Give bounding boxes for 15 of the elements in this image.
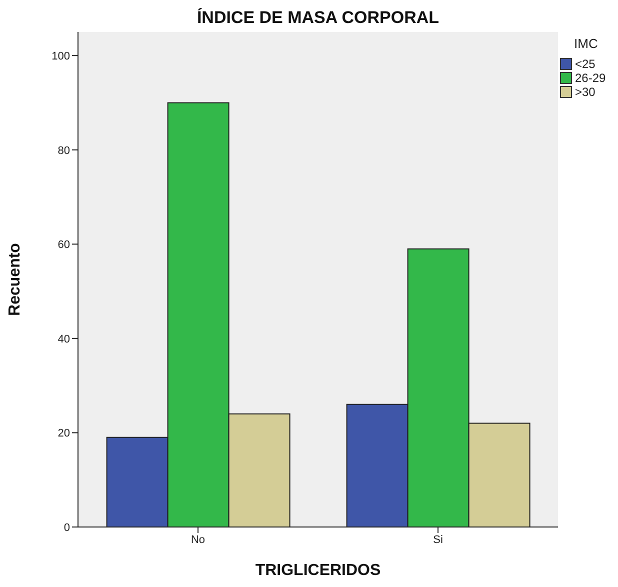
y-tick-label: 60 [58, 239, 70, 252]
y-axis-title: Recuento [6, 242, 24, 316]
x-axis-title: TRIGLICERIDOS [255, 562, 381, 579]
x-tick-label: No [190, 534, 206, 546]
legend-label: 26-29 [575, 71, 606, 85]
y-tick-label: 20 [58, 428, 70, 440]
legend-label: <25 [575, 57, 596, 71]
x-tick-label: Si [433, 534, 443, 546]
legend-label: >30 [575, 85, 596, 99]
y-tick-label: 0 [64, 522, 70, 534]
y-tick-label: 80 [58, 144, 70, 157]
chart-title: ÍNDICE DE MASA CORPORAL [196, 8, 440, 28]
legend-title: IMC [574, 36, 599, 51]
y-tick-label: 100 [52, 50, 70, 62]
y-tick-label: 40 [58, 333, 70, 346]
